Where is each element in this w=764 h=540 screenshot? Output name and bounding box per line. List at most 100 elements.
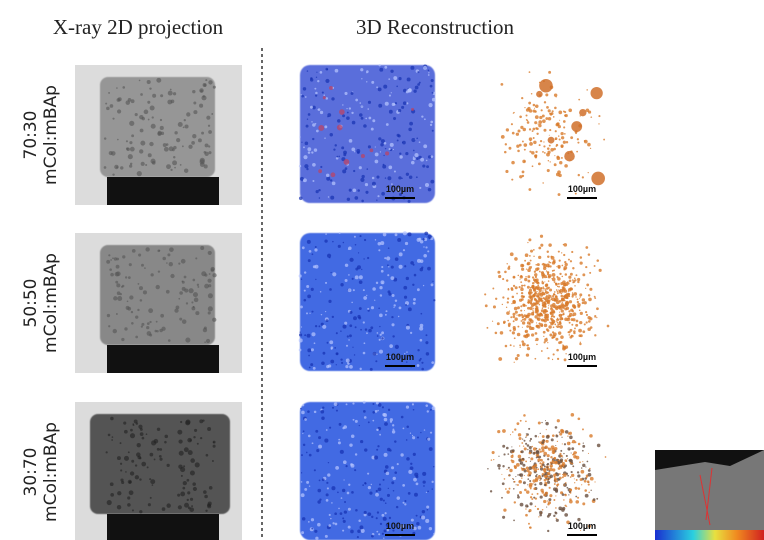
speckle <box>365 191 368 194</box>
pore <box>159 458 162 461</box>
particle <box>506 128 509 131</box>
particle <box>514 307 518 311</box>
particle <box>549 333 552 336</box>
speckle <box>309 454 312 457</box>
figure: X-ray 2D projection 3D Reconstruction 70… <box>0 0 764 540</box>
particle <box>546 276 548 278</box>
speckle <box>371 128 374 131</box>
particle <box>514 465 516 467</box>
pore <box>213 86 216 89</box>
particle <box>542 308 543 309</box>
particle <box>532 310 533 311</box>
pore <box>136 422 138 424</box>
speckle <box>413 156 414 157</box>
particle <box>521 292 523 294</box>
speckle <box>431 481 433 483</box>
particle <box>523 304 526 307</box>
pore <box>147 322 150 325</box>
speckle <box>359 425 360 426</box>
speckle <box>339 232 341 234</box>
speckle <box>355 453 357 455</box>
particle <box>498 357 502 361</box>
particle <box>530 250 533 253</box>
speckle <box>395 233 398 236</box>
reconstruction-blue: 100µm <box>300 401 435 540</box>
volume <box>300 65 435 203</box>
particle <box>554 447 557 450</box>
particle <box>529 509 532 512</box>
particle <box>548 498 551 501</box>
particle <box>547 255 549 257</box>
speckle <box>423 246 424 247</box>
particle <box>525 443 527 445</box>
pore <box>182 145 184 147</box>
pore <box>194 298 199 303</box>
speckle <box>414 153 418 157</box>
particle <box>557 265 560 268</box>
particle <box>585 494 589 498</box>
speckle <box>388 266 389 267</box>
cluster <box>579 109 586 116</box>
speckle <box>337 119 341 123</box>
particle <box>573 332 575 334</box>
speckle <box>354 196 358 200</box>
speckle <box>311 528 313 530</box>
particle <box>535 115 539 119</box>
speckle <box>348 508 351 511</box>
speckle <box>406 277 409 280</box>
speckle <box>423 480 426 483</box>
particle <box>536 344 538 346</box>
particle <box>574 478 575 479</box>
pore <box>178 464 182 468</box>
speckle <box>408 492 411 495</box>
particle <box>502 278 504 280</box>
particle <box>563 141 566 144</box>
speckle <box>382 165 386 169</box>
pore <box>170 89 172 91</box>
speckle <box>300 408 302 410</box>
particle <box>521 340 524 343</box>
speckle <box>425 341 428 344</box>
pore <box>197 284 199 286</box>
particle <box>537 263 540 266</box>
pore <box>120 463 122 465</box>
pore <box>113 296 117 300</box>
speckle <box>393 149 394 150</box>
speckle <box>352 403 354 405</box>
particle <box>565 273 568 276</box>
speckle <box>388 247 390 249</box>
speckle <box>360 440 363 443</box>
speckle <box>301 481 303 483</box>
speckle <box>382 533 384 535</box>
particle <box>510 252 514 256</box>
speckle <box>432 406 436 410</box>
speckle <box>380 523 382 525</box>
particle <box>529 142 533 146</box>
speckle <box>409 175 412 178</box>
pore <box>162 507 166 511</box>
volume <box>300 402 435 540</box>
pore <box>206 454 209 457</box>
pore <box>110 482 114 486</box>
speckle <box>420 158 424 162</box>
speckle <box>425 519 429 523</box>
speckle <box>372 403 374 405</box>
speckle <box>417 364 420 367</box>
particle <box>558 467 561 470</box>
speckle <box>338 245 341 248</box>
speckle <box>315 279 316 280</box>
particle <box>506 279 508 281</box>
particle <box>535 479 538 482</box>
particle <box>580 312 583 315</box>
particle <box>588 172 589 173</box>
particle <box>507 320 509 322</box>
particle <box>536 322 537 323</box>
particle <box>506 447 509 450</box>
particle <box>562 287 565 290</box>
red-spot <box>329 86 333 90</box>
speckle <box>301 95 304 98</box>
pore <box>131 322 134 325</box>
speckle <box>309 313 310 314</box>
particle <box>522 458 524 460</box>
particle <box>533 256 534 257</box>
